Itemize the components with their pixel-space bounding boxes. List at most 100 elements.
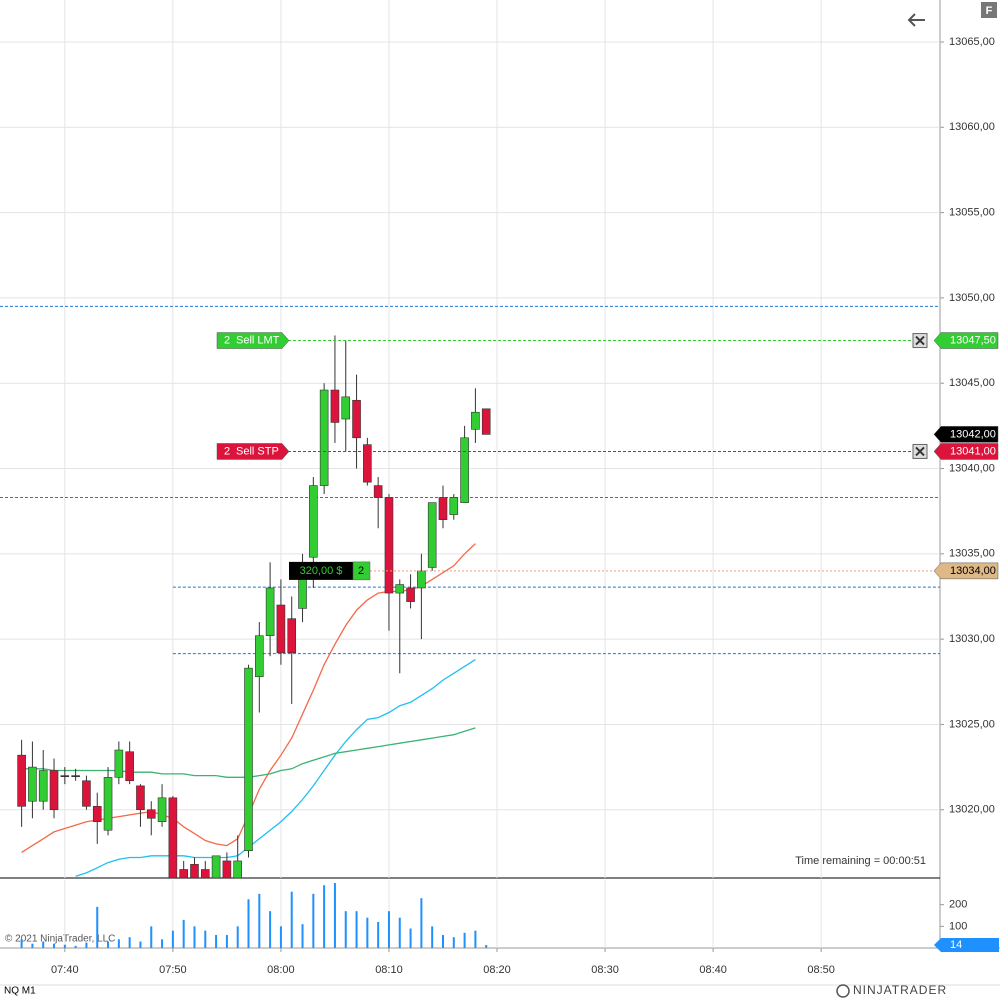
order-label: Sell STP — [236, 445, 279, 457]
volume-bar — [85, 942, 88, 948]
x-tick-label: 08:50 — [807, 964, 835, 976]
volume-bar — [312, 893, 315, 948]
grid — [0, 0, 944, 952]
position-qty: 2 — [358, 565, 364, 577]
volume-bar — [96, 906, 99, 948]
candle-body — [168, 797, 178, 878]
volume-bar — [139, 941, 142, 948]
y-tick-label: 13020,00 — [949, 804, 995, 816]
volume-bar — [258, 893, 261, 948]
volume-bar — [53, 943, 56, 948]
candle-body — [384, 497, 394, 594]
candle-body — [460, 437, 469, 503]
volume-bar — [323, 885, 326, 948]
order-price-tag — [933, 443, 999, 460]
candle-body — [60, 775, 70, 777]
brand: NINJATRADER — [853, 983, 947, 997]
y-tick-label: 13025,00 — [949, 718, 995, 730]
volume-bar — [204, 930, 207, 948]
candle-body — [157, 797, 167, 822]
y-tick-label: 13030,00 — [949, 633, 995, 645]
candle-body — [71, 775, 80, 777]
volume-bar — [377, 922, 380, 948]
candle-body — [298, 577, 307, 609]
back-arrow[interactable] — [907, 13, 925, 27]
candle-body — [136, 785, 145, 811]
candle-body — [449, 497, 459, 515]
candle-body — [114, 749, 124, 778]
x-tick-label: 08:00 — [267, 964, 295, 976]
x-tick-label: 08:20 — [483, 964, 511, 976]
candle-body — [265, 587, 275, 637]
position-price-tag — [933, 562, 999, 580]
copyright: © 2021 NinjaTrader, LLC — [5, 934, 115, 945]
overlay: 13020,00 13025,00 13030,00 13035,00 13040,00… — [51, 36, 999, 976]
order-label-box — [216, 443, 290, 460]
volume-tick-label: 200 — [949, 899, 967, 911]
candle-body — [200, 869, 210, 878]
volume-bar — [485, 944, 488, 948]
volume-bar — [441, 935, 444, 948]
candle-body — [92, 806, 102, 822]
position-qty-box — [352, 561, 371, 581]
candle-body — [309, 485, 318, 558]
y-tick-label: 13055,00 — [949, 206, 995, 218]
y-tick-label: 13065,00 — [949, 36, 995, 48]
y-tick-label: 13060,00 — [949, 121, 995, 133]
x-tick-label: 07:50 — [159, 964, 187, 976]
volume-bar — [117, 939, 120, 948]
indicator-line — [75, 659, 476, 877]
candle-body — [438, 497, 448, 521]
volume-bar — [236, 926, 239, 948]
volume-bar — [474, 930, 477, 948]
volume-bar — [31, 943, 34, 948]
plot — [0, 305, 940, 878]
position-price-tag-label: 13034,00 — [950, 565, 996, 577]
x-tick-label: 07:40 — [51, 964, 79, 976]
volume-tag-label: 14 — [950, 939, 962, 951]
candle-body — [28, 766, 37, 802]
volume-tag — [934, 937, 999, 952]
candle-body — [125, 751, 134, 782]
time-remaining: Time remaining = 00:00:51 — [795, 855, 926, 867]
y-tick-label: 13045,00 — [949, 377, 995, 389]
candle-body — [406, 587, 415, 602]
order-quantity: 2 — [224, 445, 230, 457]
volume-bar — [452, 937, 455, 948]
toolbar-button[interactable] — [981, 2, 997, 18]
pnl-label: 320,00 $ — [300, 565, 343, 577]
volume-bar — [20, 939, 23, 948]
candle-body — [287, 618, 297, 654]
candle-body — [341, 396, 351, 420]
volume-bar — [463, 932, 466, 948]
candle-body — [103, 777, 113, 831]
candle-body — [211, 855, 221, 878]
volume-bar — [107, 941, 110, 948]
volume-bar — [387, 911, 390, 948]
candle-body — [352, 399, 361, 439]
volume-bar — [279, 926, 282, 948]
candle-body — [481, 408, 491, 435]
volume-bar — [398, 917, 401, 948]
candle-body — [319, 389, 329, 486]
volume-bar — [409, 928, 412, 948]
order-quantity: 2 — [224, 334, 230, 346]
candle-body — [179, 869, 188, 878]
x-tick-label: 08:30 — [591, 964, 619, 976]
y-tick-label: 13035,00 — [949, 548, 995, 560]
candle-body — [276, 604, 286, 654]
pnl-box — [289, 561, 353, 580]
instrument: NQ M1 — [4, 986, 36, 997]
candle-body — [82, 780, 91, 807]
volume-bar — [74, 945, 77, 948]
candle-body — [190, 864, 199, 878]
candle-body — [373, 485, 383, 498]
volume-bar — [247, 899, 250, 948]
order-price-tag-label: 13041,00 — [950, 445, 996, 457]
order-label: Sell LMT — [236, 334, 280, 346]
last-price-tag — [933, 426, 999, 443]
volume-bar — [269, 911, 272, 948]
volume-panel — [20, 883, 488, 948]
volume-bar — [150, 926, 153, 948]
brand-logo — [836, 984, 850, 998]
